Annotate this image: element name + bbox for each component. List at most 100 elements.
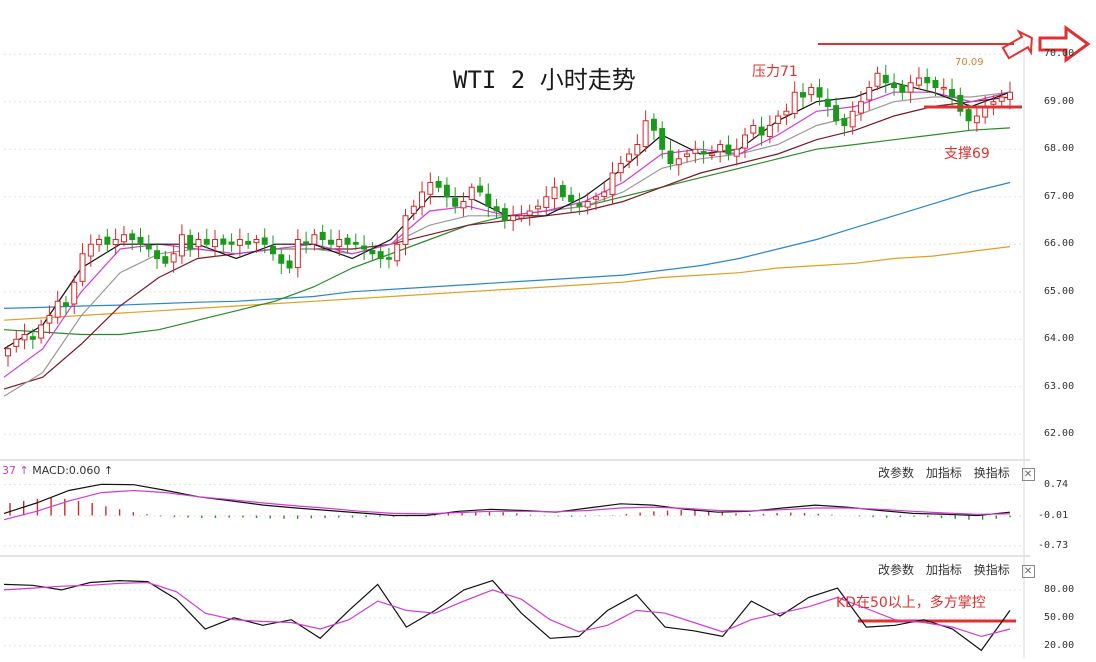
right-arrow-icon	[1038, 25, 1091, 63]
candle-body	[841, 118, 848, 126]
candle-body	[957, 94, 964, 112]
candle-body	[501, 208, 508, 221]
candle-body	[973, 115, 980, 124]
candle-body	[601, 191, 608, 197]
candle-body	[940, 87, 947, 90]
candle-body	[96, 239, 103, 246]
moving-average-line-ma7	[3, 246, 1011, 321]
candle-body	[71, 281, 78, 305]
candle-body	[882, 74, 889, 84]
candle-body	[924, 77, 931, 84]
candle-body	[592, 196, 599, 200]
candle-body	[278, 254, 285, 264]
candle-body	[915, 77, 922, 86]
macd-legend: 37 ↑ MACD:0.060 ↑	[2, 464, 113, 477]
macd-tick-label: 0.74	[1044, 478, 1069, 490]
candle-body	[352, 241, 359, 245]
candle-body	[154, 250, 161, 260]
moving-average-line-ma6	[3, 181, 1011, 309]
candle-body	[816, 87, 823, 98]
candle-body	[700, 151, 707, 155]
price-tick-label: 62.00	[1044, 428, 1075, 440]
candle-body	[178, 234, 185, 257]
candle-body	[932, 80, 939, 88]
candle-body	[617, 163, 624, 174]
candle-body	[120, 234, 127, 243]
support-annotation: 支撑69	[944, 146, 990, 162]
candle-body	[568, 194, 575, 203]
candle-body	[849, 110, 856, 128]
candle-body	[667, 150, 674, 164]
candle-body	[468, 186, 475, 201]
candle-body	[170, 253, 177, 263]
candle-body	[203, 238, 210, 245]
moving-average-line-ma2	[3, 91, 1011, 378]
candle-body	[410, 205, 417, 214]
candle-body	[79, 253, 86, 282]
candle-body	[833, 105, 840, 122]
candle-body	[62, 302, 69, 307]
kd-annotation: KD在50以上，多方掌控	[836, 595, 986, 611]
candle-body	[675, 158, 682, 166]
candle-body	[294, 239, 301, 269]
candle-body	[775, 115, 782, 124]
candle-body	[212, 239, 219, 248]
candle-body	[650, 118, 657, 131]
candle-body	[38, 324, 45, 339]
price-tick-label: 67.00	[1044, 190, 1075, 202]
kd-tick-label: 50.00	[1044, 611, 1075, 623]
price-tick-label: 65.00	[1044, 285, 1075, 297]
candle-body	[609, 172, 616, 195]
candle-body	[46, 315, 53, 324]
candle-body	[112, 239, 119, 246]
kd-edit-params-button[interactable]: 改参数	[878, 563, 915, 577]
resistance-annotation: 压力71	[752, 64, 798, 80]
last-price-tag: 70.09	[955, 57, 984, 68]
candle-body	[21, 334, 28, 341]
candle-body	[54, 300, 61, 318]
candle-body	[866, 87, 873, 101]
candle-body	[261, 237, 268, 245]
candle-body	[485, 193, 492, 207]
price-tick-label: 64.00	[1044, 333, 1075, 345]
macd-close-icon[interactable]: ✕	[1021, 468, 1035, 481]
macd-dif-line	[3, 483, 1011, 517]
chart-title: WTI 2 小时走势	[453, 66, 636, 94]
candle-body	[452, 197, 459, 207]
candle-body	[708, 153, 715, 156]
candle-body	[998, 96, 1005, 102]
kd-switch-indicator-button[interactable]: 换指标	[973, 563, 1010, 577]
candle-body	[965, 109, 972, 122]
kd-d-line	[3, 581, 1011, 638]
candle-body	[195, 239, 202, 248]
kd-close-icon[interactable]: ✕	[1021, 565, 1035, 578]
kd-tick-label: 20.00	[1044, 639, 1075, 651]
candle-body	[228, 241, 235, 245]
macd-legend-text: MACD:0.060 ↑	[32, 464, 114, 477]
candle-body	[336, 239, 343, 247]
price-tick-label: 69.00	[1044, 95, 1075, 107]
candle-body	[270, 245, 276, 255]
candle-body	[419, 191, 426, 208]
candle-body	[220, 238, 227, 245]
candle-body	[369, 249, 376, 255]
kd-tick-label: 80.00	[1044, 583, 1075, 595]
kd-toolbar: 改参数 加指标 换指标 ✕	[878, 561, 1035, 578]
kd-add-indicator-button[interactable]: 加指标	[925, 563, 962, 577]
candle-body	[361, 245, 368, 250]
candle-body	[245, 240, 252, 245]
macd-switch-indicator-button[interactable]: 换指标	[973, 466, 1010, 480]
resistance-arrow-icon	[1001, 29, 1033, 60]
candle-body	[394, 243, 401, 262]
candle-body	[659, 128, 666, 150]
candle-body	[559, 185, 566, 198]
candle-body	[344, 237, 351, 245]
candle-body	[725, 144, 732, 155]
candle-body	[551, 186, 558, 200]
macd-edit-params-button[interactable]: 改参数	[878, 466, 915, 480]
moving-average-line-ma4	[3, 96, 1011, 390]
candle-body	[750, 125, 757, 134]
macd-add-indicator-button[interactable]: 加指标	[925, 466, 962, 480]
candle-body	[377, 251, 384, 259]
